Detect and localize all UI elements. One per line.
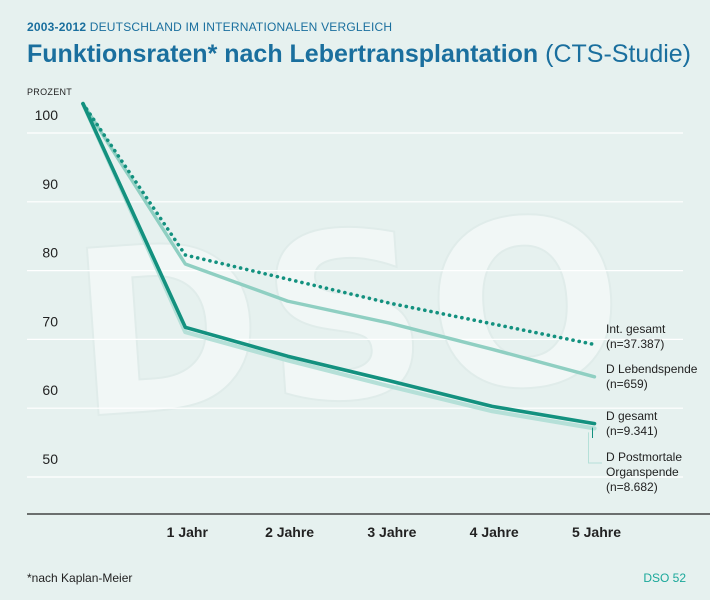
series-line	[81, 101, 597, 379]
y-tick-label: 60	[42, 382, 58, 398]
series-line	[81, 101, 597, 347]
title-study: (CTS-Studie)	[545, 40, 692, 68]
watermark-logo: DSO	[63, 167, 632, 472]
footnote: *nach Kaplan-Meier	[27, 571, 133, 585]
chart-title: Funktionsraten* nach Lebertransplantatio…	[27, 40, 691, 69]
series-label: (n=37.387)	[606, 337, 664, 351]
x-tick-label: 2 Jahre	[265, 524, 314, 540]
series-line	[81, 101, 597, 426]
series-label: Organspende	[606, 465, 679, 479]
y-tick-label: 100	[35, 107, 59, 123]
source-label: DSO 52	[643, 571, 686, 585]
x-tick-label: 3 Jahre	[367, 524, 416, 540]
y-tick-label: 70	[42, 313, 58, 329]
subtitle-years: 2003-2012	[27, 20, 87, 34]
series-label: Int. gesamt	[606, 322, 666, 336]
series-label: (n=659)	[606, 377, 648, 391]
x-tick-label: 5 Jahre	[572, 524, 621, 540]
series-label: D Postmortale	[606, 450, 682, 464]
x-tick-label: 4 Jahre	[470, 524, 519, 540]
x-tick-label: 1 Jahr	[167, 524, 209, 540]
series-label: (n=9.341)	[606, 424, 658, 438]
leader-line	[588, 432, 602, 464]
y-axis-unit-label: PROZENT	[27, 87, 73, 97]
series-label: D Lebendspende	[606, 362, 698, 376]
y-tick-label: 90	[42, 176, 58, 192]
chart-subtitle: 2003-2012 DEUTSCHLAND IM INTERNATIONALEN…	[27, 20, 691, 34]
y-tick-label: 80	[42, 245, 58, 261]
series-label: D gesamt	[606, 409, 658, 423]
title-main: Funktionsraten* nach Lebertransplantatio…	[27, 40, 539, 68]
subtitle-text: DEUTSCHLAND IM INTERNATIONALEN VERGLEICH	[89, 20, 393, 34]
y-tick-label: 50	[42, 451, 58, 467]
series-label: (n=8.682)	[606, 480, 658, 494]
header: 2003-2012 DEUTSCHLAND IM INTERNATIONALEN…	[27, 20, 691, 69]
